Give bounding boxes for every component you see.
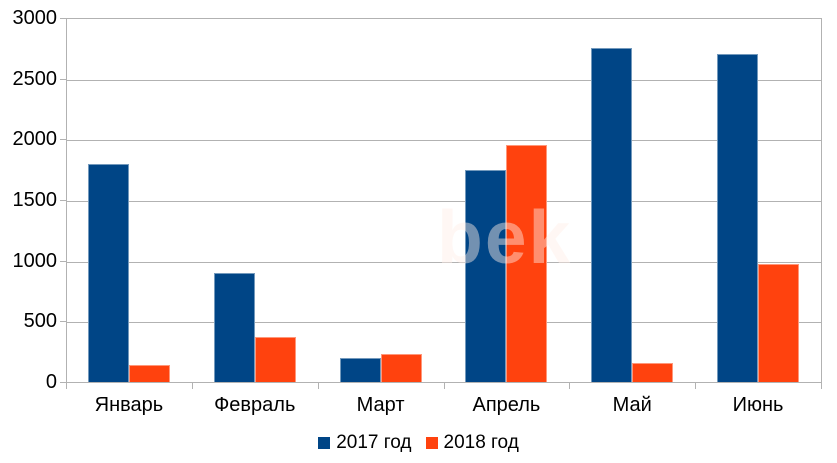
y-axis-tick-2000 (60, 139, 66, 141)
legend: 2017 год 2018 год (0, 432, 837, 454)
x-axis-tick-0 (66, 383, 67, 389)
gridline-y-2000 (67, 140, 821, 142)
y-axis-label-2500: 2500 (12, 67, 58, 90)
x-axis-label-Май: Май (612, 394, 652, 416)
y-axis-tick-0 (60, 382, 66, 383)
x-axis-tick-6 (821, 383, 822, 389)
bar-2017-Май (591, 48, 632, 382)
x-axis-tick-3 (444, 383, 445, 389)
bar-2017-Апрель (465, 169, 506, 382)
x-axis-label-Февраль: Февраль (214, 394, 296, 416)
bar-2018-Январь (129, 365, 170, 382)
legend-label-2018: 2018 год (443, 432, 519, 453)
x-axis-label-Март: Март (356, 394, 405, 416)
bar-2017-Март (340, 357, 381, 382)
bar-2017-Июнь (717, 54, 758, 382)
y-axis-tick-1500 (60, 200, 66, 201)
y-axis-label-2000: 2000 (12, 128, 58, 151)
gridline-y-2500 (67, 79, 821, 81)
legend-item-2018: 2018 год (425, 432, 519, 454)
legend-label-2017: 2017 год (336, 432, 412, 453)
y-axis-label-500: 500 (23, 310, 57, 333)
x-axis-tick-1 (192, 383, 193, 389)
plot-area (66, 18, 822, 383)
bar-2018-Апрель (506, 145, 547, 382)
y-axis-label-0: 0 (45, 371, 57, 393)
legend-swatch-2017 (318, 437, 331, 449)
bar-2017-Февраль (214, 272, 255, 382)
bar-2018-Май (632, 362, 673, 382)
x-axis-label-Апрель: Апрель (472, 394, 541, 416)
y-axis-tick-1000 (60, 260, 66, 262)
x-axis-tick-4 (569, 383, 570, 389)
legend-item-2017: 2017 год (318, 432, 412, 454)
bar-2018-Июнь (758, 264, 799, 382)
y-axis-tick-3000 (60, 18, 66, 19)
x-axis-label-Июнь: Июнь (732, 394, 784, 416)
x-axis-tick-5 (695, 383, 696, 389)
y-axis-label-3000: 3000 (12, 7, 58, 29)
gridline-y-1000 (67, 261, 821, 263)
bar-2018-Февраль (255, 337, 296, 382)
y-axis-label-1000: 1000 (12, 249, 58, 272)
legend-swatch-2018 (425, 437, 438, 449)
gridline-y-1500 (67, 201, 821, 202)
x-axis-tick-2 (318, 383, 319, 389)
gridline-y-500 (67, 322, 821, 324)
y-axis-tick-2500 (60, 78, 66, 80)
bar-2017-Январь (88, 163, 129, 382)
x-axis-label-Январь: Январь (94, 394, 164, 416)
bar-2018-Март (381, 354, 422, 382)
y-axis-label-1500: 1500 (12, 189, 58, 211)
y-axis-tick-500 (60, 321, 66, 323)
